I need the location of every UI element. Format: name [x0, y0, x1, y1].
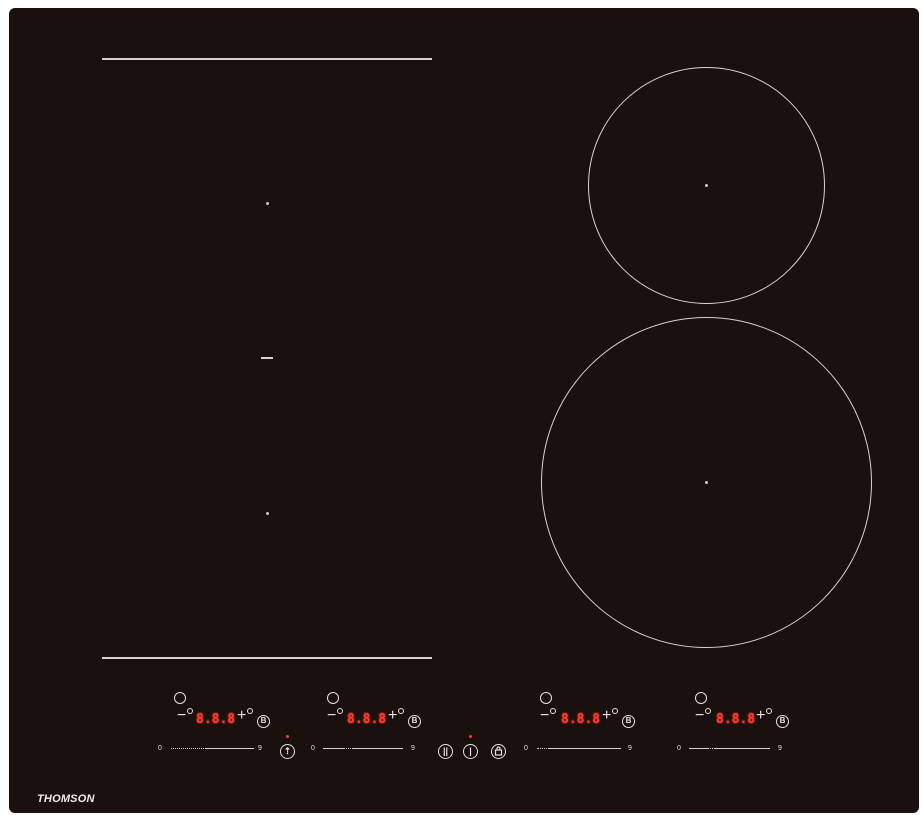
scale-min: 0	[311, 745, 315, 752]
zone-select-button[interactable]	[695, 692, 707, 704]
scale-max: 9	[258, 745, 262, 752]
plus-button[interactable]: +	[756, 707, 766, 724]
scale-max: 9	[778, 745, 782, 752]
timer-icon	[766, 708, 772, 714]
slider-low-range[interactable]	[171, 748, 206, 751]
power-icon[interactable]: |	[463, 744, 478, 759]
zone-display: 8.8.8	[561, 712, 601, 727]
boost-button[interactable]: B	[776, 715, 789, 728]
timer-icon	[612, 708, 618, 714]
scale-max: 9	[628, 745, 632, 752]
timer-icon	[247, 708, 253, 714]
zone-select-button[interactable]	[174, 692, 186, 704]
cooktop-glass: − 8.8.8 + B 0 9 − 8.8.8 + B 0 9 − 8.8.8 …	[9, 8, 919, 813]
timer-icon	[337, 708, 343, 714]
large-zone-center	[705, 481, 708, 484]
power-slider[interactable]	[549, 748, 621, 749]
timer-icon	[705, 708, 711, 714]
zone-select-button[interactable]	[327, 692, 339, 704]
minus-button[interactable]: −	[540, 707, 550, 724]
power-slider[interactable]	[689, 748, 707, 749]
boost-button[interactable]: B	[622, 715, 635, 728]
minus-button[interactable]: −	[695, 707, 705, 724]
boost-button[interactable]: B	[408, 715, 421, 728]
minus-button[interactable]: −	[177, 707, 187, 724]
large-cooking-zone	[541, 317, 872, 648]
zone-control-2: − 8.8.8 + B 0 9	[311, 688, 431, 758]
bridge-indicator-light	[286, 735, 289, 738]
flex-zone-top-line	[102, 58, 432, 60]
minus-button[interactable]: −	[327, 707, 337, 724]
timer-icon	[550, 708, 556, 714]
flex-zone-upper-marker	[266, 202, 269, 205]
pause-icon[interactable]: ||	[438, 744, 453, 759]
power-indicator-light	[469, 735, 472, 738]
lock-icon[interactable]	[491, 744, 506, 759]
zone-display: 8.8.8	[347, 712, 387, 727]
zone-control-1: − 8.8.8 + B 0 9	[158, 688, 278, 758]
bridge-icon[interactable]: ⇡	[280, 744, 295, 759]
scale-min: 0	[524, 745, 528, 752]
timer-icon	[187, 708, 193, 714]
plus-button[interactable]: +	[388, 707, 398, 724]
small-zone-center	[705, 184, 708, 187]
slider-low-range[interactable]	[537, 748, 549, 751]
scale-min: 0	[677, 745, 681, 752]
scale-min: 0	[158, 745, 162, 752]
power-slider[interactable]	[323, 748, 343, 749]
boost-button[interactable]: B	[257, 715, 270, 728]
power-slider-high[interactable]	[715, 748, 770, 749]
zone-select-button[interactable]	[540, 692, 552, 704]
zone-display: 8.8.8	[716, 712, 756, 727]
small-cooking-zone	[588, 67, 825, 304]
slider-mid-range[interactable]	[707, 748, 715, 751]
timer-icon	[398, 708, 404, 714]
plus-button[interactable]: +	[237, 707, 247, 724]
zone-display: 8.8.8	[196, 712, 236, 727]
power-slider[interactable]	[206, 748, 254, 749]
zone-control-4: − 8.8.8 + B 0 9	[677, 688, 797, 758]
flex-zone-bottom-line	[102, 657, 432, 659]
plus-button[interactable]: +	[602, 707, 612, 724]
zone-control-3: − 8.8.8 + B 0 9	[524, 688, 644, 758]
brand-logo: THOMSON	[37, 793, 95, 805]
flex-zone-lower-marker	[266, 512, 269, 515]
scale-max: 9	[411, 745, 415, 752]
slider-mid-range[interactable]	[343, 748, 353, 751]
flex-zone-center-marker	[261, 357, 273, 359]
power-slider-high[interactable]	[353, 748, 403, 749]
